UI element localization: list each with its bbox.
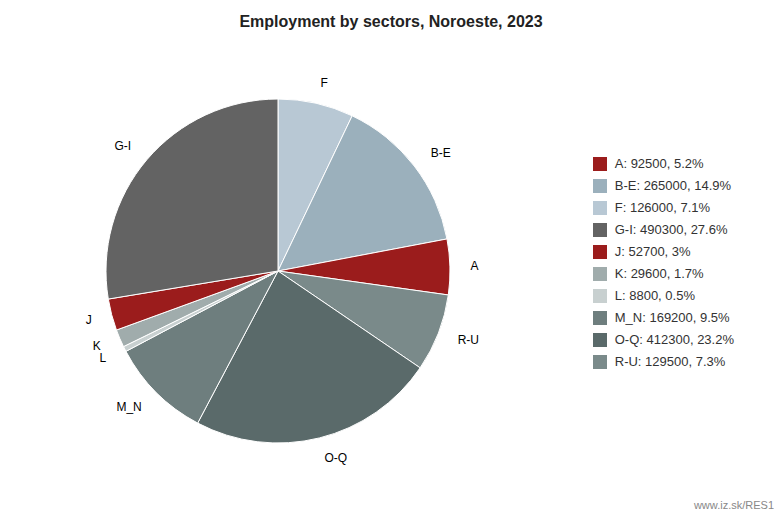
svg-text:G-I: G-I: [114, 139, 131, 153]
svg-text:A: A: [471, 259, 479, 273]
html-text:A: 92500, 5.2%: A: 92500, 5.2%: [614, 156, 704, 171]
html-text:G-I: 490300, 27.6%: G-I: 490300, 27.6%: [614, 222, 728, 237]
html-text:O-Q: 412300, 23.2%: O-Q: 412300, 23.2%: [614, 332, 734, 347]
html-text:F: 126000, 7.1%: F: 126000, 7.1%: [614, 200, 711, 215]
html-text:www.iz.sk/RES1: www.iz.sk/RES1: [693, 499, 774, 511]
svg-text:F: F: [321, 76, 328, 90]
svg-text:O-Q: O-Q: [324, 451, 347, 465]
svg-text:L: L: [99, 351, 107, 366]
svg-text:R-U: R-U: [458, 333, 479, 347]
svg-text:B-E: B-E: [431, 146, 451, 160]
html-text:K: 29600, 1.7%: K: 29600, 1.7%: [614, 266, 704, 281]
html-text:L: 8800, 0.5%: L: 8800, 0.5%: [614, 288, 695, 303]
html-text:Employment by sectors, Noroest: Employment by sectors, Noroeste, 2023: [239, 13, 543, 30]
html-text:M_N: 169200, 9.5%: M_N: 169200, 9.5%: [614, 310, 730, 325]
svg-text:K: K: [93, 339, 101, 353]
svg-text:M_N: M_N: [116, 400, 141, 414]
html-text:J: 52700, 3%: J: 52700, 3%: [614, 244, 691, 259]
html-text:R-U: 129500, 7.3%: R-U: 129500, 7.3%: [614, 354, 726, 369]
html-text:B-E: 265000, 14.9%: B-E: 265000, 14.9%: [614, 178, 732, 193]
svg-text:J: J: [86, 313, 92, 327]
